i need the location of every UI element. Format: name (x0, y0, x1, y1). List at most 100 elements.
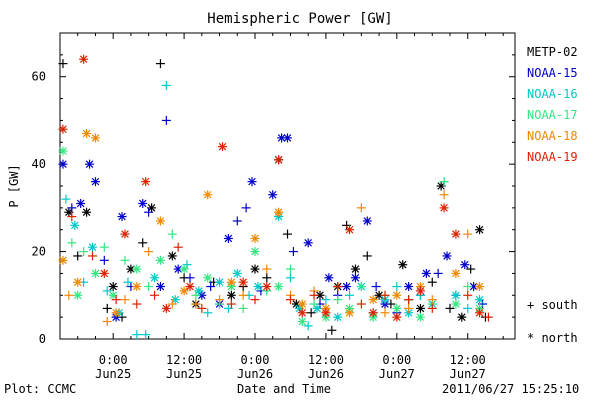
data-point (427, 303, 437, 313)
data-point (123, 277, 133, 287)
data-point (144, 247, 154, 257)
data-point (342, 282, 352, 292)
data-point (111, 295, 121, 305)
data-point (179, 286, 189, 296)
data-point (274, 155, 284, 165)
data-point (64, 290, 74, 300)
data-point (294, 303, 304, 313)
data-point (306, 308, 316, 318)
data-point (223, 233, 233, 243)
data-point (58, 159, 68, 169)
data-point (451, 299, 461, 309)
legend-item: NOAA-18 (527, 129, 578, 143)
data-point (155, 282, 165, 292)
data-point (274, 282, 284, 292)
data-point (82, 207, 92, 217)
data-point (404, 303, 414, 313)
data-point (226, 277, 236, 287)
axis-ticks: 02040600:00Jun2512:00Jun250:00Jun2612:00… (32, 32, 515, 381)
data-point (415, 286, 425, 296)
data-point (439, 190, 449, 200)
x-tick-day-label: Jun27 (450, 367, 486, 381)
data-point (161, 115, 171, 125)
data-point (262, 282, 272, 292)
data-point (445, 303, 455, 313)
data-point (475, 295, 485, 305)
data-point (371, 282, 381, 292)
data-point (421, 268, 431, 278)
data-point (356, 203, 366, 213)
data-point (442, 251, 452, 261)
data-point (179, 264, 189, 274)
data-point (120, 255, 130, 265)
data-point (120, 229, 130, 239)
data-point (167, 251, 177, 261)
data-point (368, 308, 378, 318)
data-point (70, 220, 80, 230)
data-point (67, 238, 77, 248)
data-point (250, 247, 260, 257)
data-point (161, 80, 171, 90)
data-point (439, 177, 449, 187)
data-point (150, 273, 160, 283)
data-point (67, 212, 77, 222)
data-point (206, 282, 216, 292)
data-point (215, 277, 225, 287)
data-point (250, 233, 260, 243)
data-point (58, 146, 68, 156)
data-point (111, 308, 121, 318)
data-point (288, 247, 298, 257)
data-point (79, 54, 89, 64)
data-point (250, 295, 260, 305)
data-point (138, 198, 148, 208)
data-point (427, 295, 437, 305)
data-point (297, 299, 307, 309)
data-point (262, 264, 272, 274)
data-point (191, 290, 201, 300)
data-point (451, 268, 461, 278)
data-point (218, 142, 227, 152)
legend-item: NOAA-17 (527, 108, 578, 122)
data-point (463, 290, 473, 300)
data-point (58, 255, 68, 265)
data-point (427, 277, 437, 287)
data-point (215, 295, 225, 305)
data-point (285, 264, 295, 274)
x-tick-day-label: Jun26 (308, 367, 344, 381)
data-point (380, 308, 390, 318)
data-point (475, 282, 485, 292)
x-axis-label: Date and Time (237, 382, 331, 396)
data-point (321, 295, 331, 305)
data-point (392, 303, 402, 313)
y-axis-label: P [GW] (7, 164, 21, 207)
data-point (439, 203, 449, 213)
data-point (333, 282, 343, 292)
data-point (99, 242, 109, 252)
data-point (102, 303, 112, 313)
data-point (138, 238, 148, 248)
data-point (144, 207, 154, 217)
data-point (88, 251, 97, 261)
data-point (345, 308, 355, 318)
north-symbol-key: * north (527, 331, 578, 345)
data-point (185, 273, 195, 283)
data-point (345, 290, 355, 300)
data-point (250, 264, 260, 274)
data-point (309, 299, 319, 309)
plot-credit: Plot: CCMC (4, 382, 77, 396)
data-point (99, 268, 109, 278)
data-point (274, 207, 284, 217)
data-point (232, 216, 242, 226)
data-point (232, 268, 242, 278)
data-point (155, 255, 165, 265)
data-point (73, 251, 83, 261)
data-point (253, 282, 263, 292)
data-point (73, 277, 83, 287)
data-point (194, 286, 204, 296)
data-point (345, 225, 355, 235)
data-point (309, 290, 319, 300)
data-point (238, 303, 248, 313)
y-tick-label: 20 (32, 245, 46, 259)
legend-item: NOAA-19 (527, 150, 578, 164)
